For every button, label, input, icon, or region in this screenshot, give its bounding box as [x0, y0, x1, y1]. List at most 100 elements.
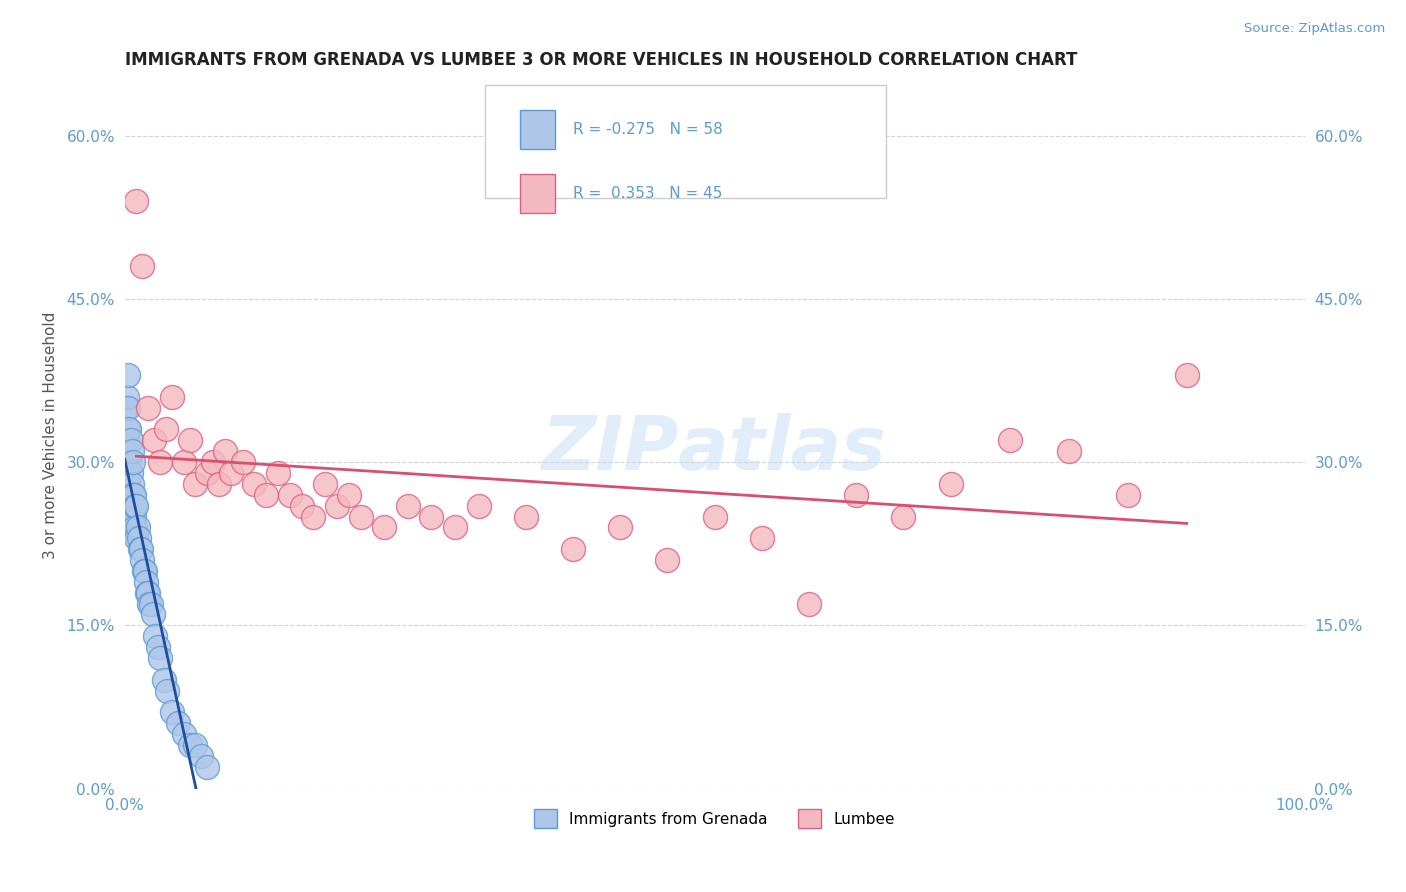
Point — [1175, 368, 1198, 383]
Point — [149, 455, 172, 469]
Point — [128, 531, 150, 545]
Point — [179, 738, 201, 752]
Point — [326, 499, 349, 513]
Point — [184, 476, 207, 491]
Point — [998, 434, 1021, 448]
Point — [118, 509, 141, 524]
Point — [122, 488, 145, 502]
Point — [219, 466, 242, 480]
Point — [120, 520, 142, 534]
Point — [115, 476, 138, 491]
Point — [278, 488, 301, 502]
Point — [143, 434, 166, 448]
Point — [115, 390, 138, 404]
Point — [118, 455, 141, 469]
Point — [122, 520, 145, 534]
Point — [136, 585, 159, 599]
Point — [115, 455, 138, 469]
Point — [115, 488, 138, 502]
Point — [118, 488, 141, 502]
Point — [142, 607, 165, 622]
Point — [118, 422, 141, 436]
Point — [160, 390, 183, 404]
Point — [609, 520, 631, 534]
Point — [190, 748, 212, 763]
Point — [195, 466, 218, 480]
Point — [122, 455, 145, 469]
Point — [420, 509, 443, 524]
Point — [467, 499, 489, 513]
Point — [166, 716, 188, 731]
Point — [314, 476, 336, 491]
Point — [396, 499, 419, 513]
Point — [751, 531, 773, 545]
Point — [125, 531, 148, 545]
Point — [117, 401, 139, 415]
Point — [373, 520, 395, 534]
Point — [1057, 444, 1080, 458]
Point — [703, 509, 725, 524]
Point — [124, 499, 146, 513]
Point — [350, 509, 373, 524]
Text: Source: ZipAtlas.com: Source: ZipAtlas.com — [1244, 22, 1385, 36]
Point — [115, 466, 138, 480]
Point — [214, 444, 236, 458]
Point — [121, 509, 143, 524]
Point — [156, 683, 179, 698]
Point — [184, 738, 207, 752]
Point — [124, 520, 146, 534]
Point — [125, 499, 148, 513]
Point — [267, 466, 290, 480]
Point — [797, 597, 820, 611]
Point — [136, 401, 159, 415]
FancyBboxPatch shape — [520, 174, 555, 213]
FancyBboxPatch shape — [520, 110, 555, 149]
Point — [173, 727, 195, 741]
Point — [1116, 488, 1139, 502]
Point — [117, 368, 139, 383]
Point — [117, 422, 139, 436]
Point — [122, 509, 145, 524]
Legend: Immigrants from Grenada, Lumbee: Immigrants from Grenada, Lumbee — [529, 803, 901, 834]
Point — [138, 597, 160, 611]
Point — [120, 434, 142, 448]
Point — [291, 499, 314, 513]
FancyBboxPatch shape — [485, 85, 886, 198]
Point — [131, 553, 153, 567]
Point — [232, 455, 254, 469]
Point — [129, 542, 152, 557]
Point — [939, 476, 962, 491]
Point — [337, 488, 360, 502]
Point — [132, 564, 155, 578]
Point — [135, 574, 157, 589]
Point — [562, 542, 585, 557]
Point — [243, 476, 266, 491]
Point — [127, 520, 149, 534]
Point — [117, 499, 139, 513]
Text: R = -0.275   N = 58: R = -0.275 N = 58 — [574, 121, 723, 136]
Point — [202, 455, 225, 469]
Point — [115, 434, 138, 448]
Point — [143, 629, 166, 643]
Point — [139, 597, 162, 611]
Point — [254, 488, 277, 502]
Point — [149, 651, 172, 665]
Text: ZIP​atlas: ZIP​atlas — [543, 413, 887, 485]
Point — [444, 520, 467, 534]
Point — [657, 553, 679, 567]
Point — [125, 194, 148, 208]
Point — [302, 509, 325, 524]
Point — [129, 542, 152, 557]
Point — [146, 640, 169, 654]
Point — [152, 673, 174, 687]
Y-axis label: 3 or more Vehicles in Household: 3 or more Vehicles in Household — [44, 311, 58, 558]
Point — [117, 476, 139, 491]
Point — [121, 476, 143, 491]
Point — [155, 422, 177, 436]
Point — [121, 444, 143, 458]
Point — [195, 760, 218, 774]
Point — [134, 564, 156, 578]
Point — [845, 488, 868, 502]
Point — [131, 260, 153, 274]
Point — [136, 585, 159, 599]
